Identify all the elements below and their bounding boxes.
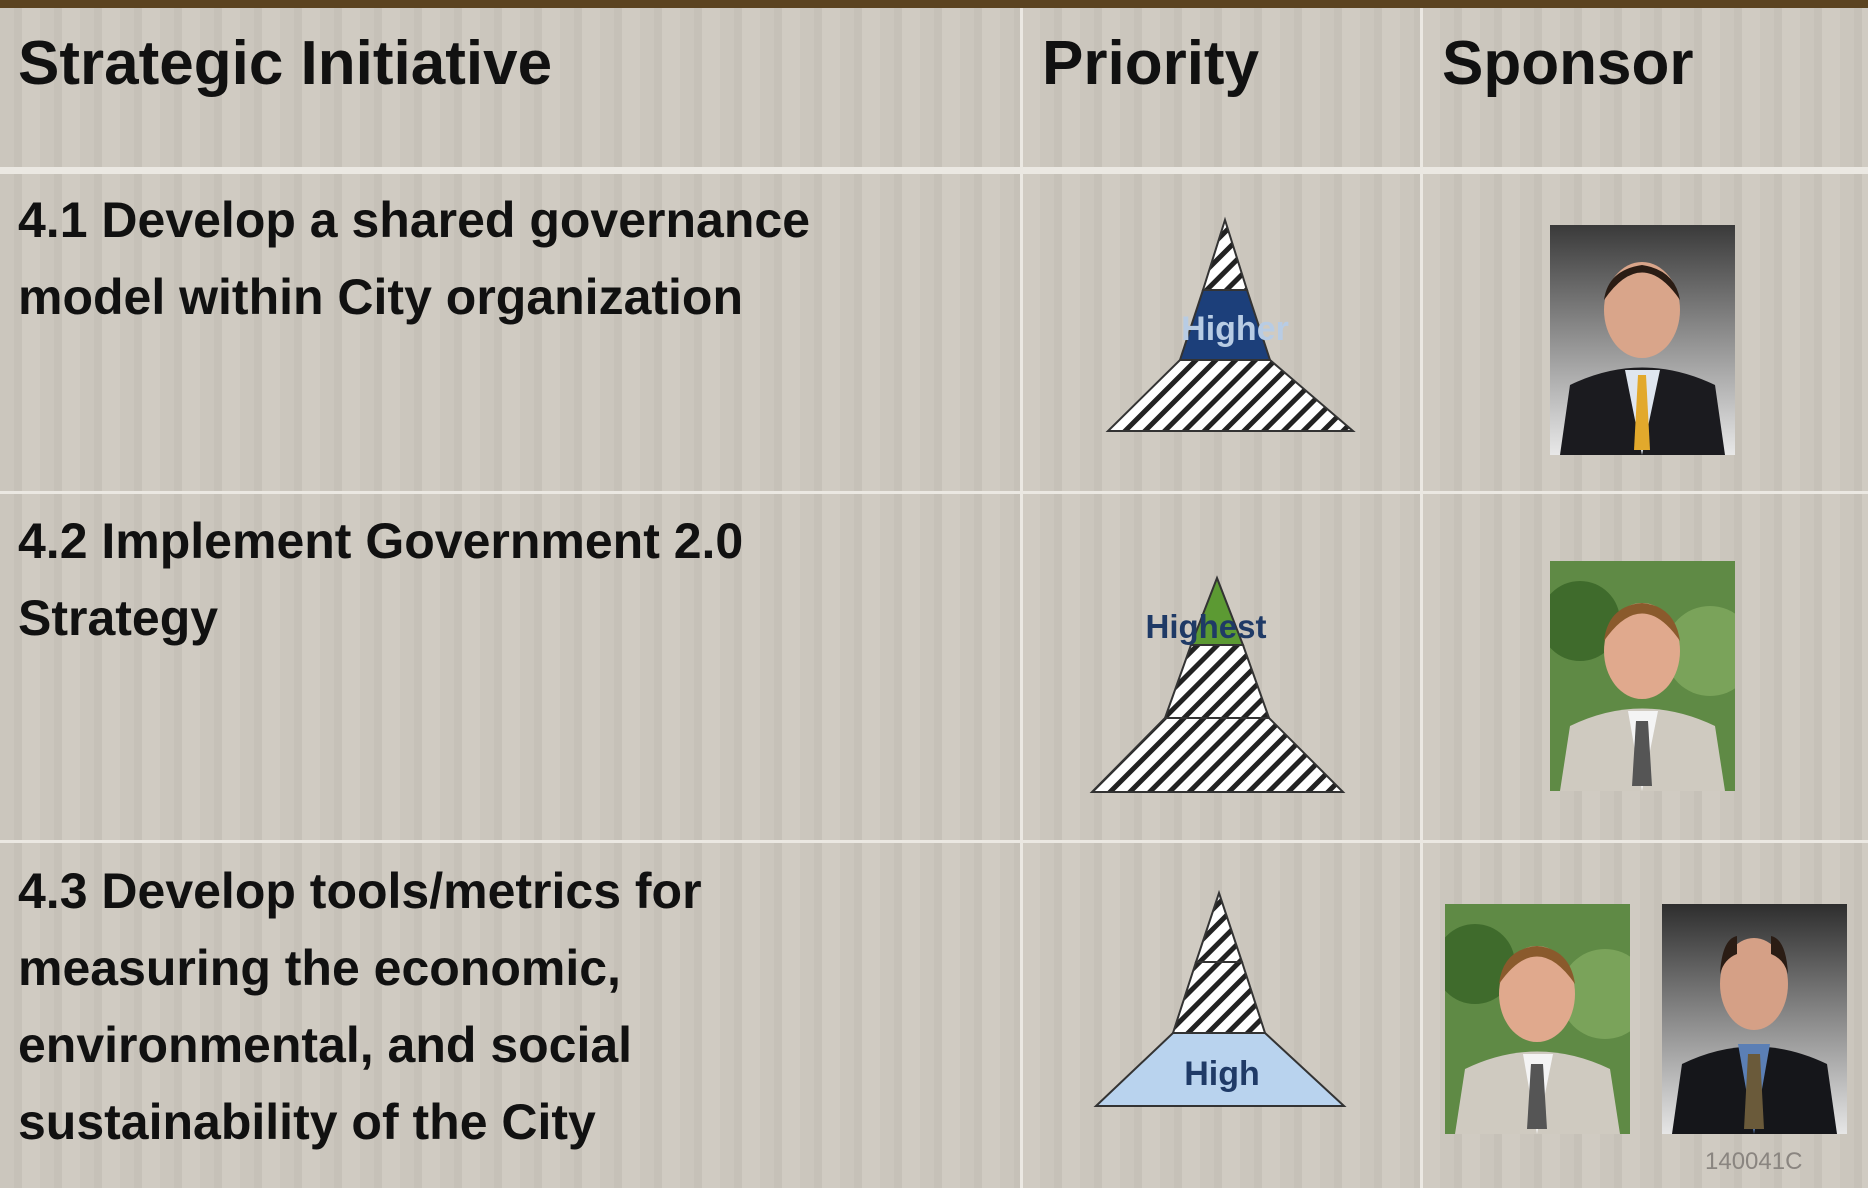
priority-pyramid: High [1093, 889, 1347, 1107]
initiative: 4.1 Develop a shared governance model wi… [18, 182, 810, 336]
top-border [0, 0, 1868, 8]
priority-label: High [1184, 1055, 1260, 1093]
text-line: environmental, and social [18, 1017, 633, 1073]
priority-label: Highest [1145, 608, 1266, 645]
column-header: Sponsor [1442, 29, 1694, 98]
text-line: model within City organization [18, 269, 743, 325]
column-divider [1020, 8, 1023, 1188]
row-divider [0, 491, 1868, 494]
text-line: 4.3 Develop tools/metrics for [18, 863, 702, 919]
priority-label: Higher [1181, 310, 1289, 348]
header-divider [0, 167, 1868, 174]
slide-code: 140041C [1705, 1148, 1803, 1175]
priority-pyramid: Higher [1105, 216, 1356, 432]
column-divider [1420, 8, 1423, 1188]
priority-pyramid: Highest [1089, 575, 1346, 793]
initiative: 4.2 Implement Government 2.0 Strategy [18, 503, 743, 657]
row-divider [0, 840, 1868, 843]
sponsor-photo [1550, 561, 1735, 791]
sponsor-photo [1550, 225, 1735, 455]
text-line: measuring the economic, [18, 940, 621, 996]
column-header: Strategic Initiative [18, 29, 553, 98]
column-header: Priority [1042, 29, 1260, 98]
text-line: 4.1 Develop a shared governance [18, 192, 811, 248]
sponsor-photo [1445, 904, 1630, 1134]
text-line: Strategy [18, 590, 219, 646]
text-line: sustainability of the City [18, 1094, 596, 1150]
text-line: 4.2 Implement Government 2.0 [18, 513, 744, 569]
initiative: 4.3 Develop tools/metrics for measuring … [18, 853, 702, 1161]
sponsor-photo [1662, 904, 1847, 1134]
